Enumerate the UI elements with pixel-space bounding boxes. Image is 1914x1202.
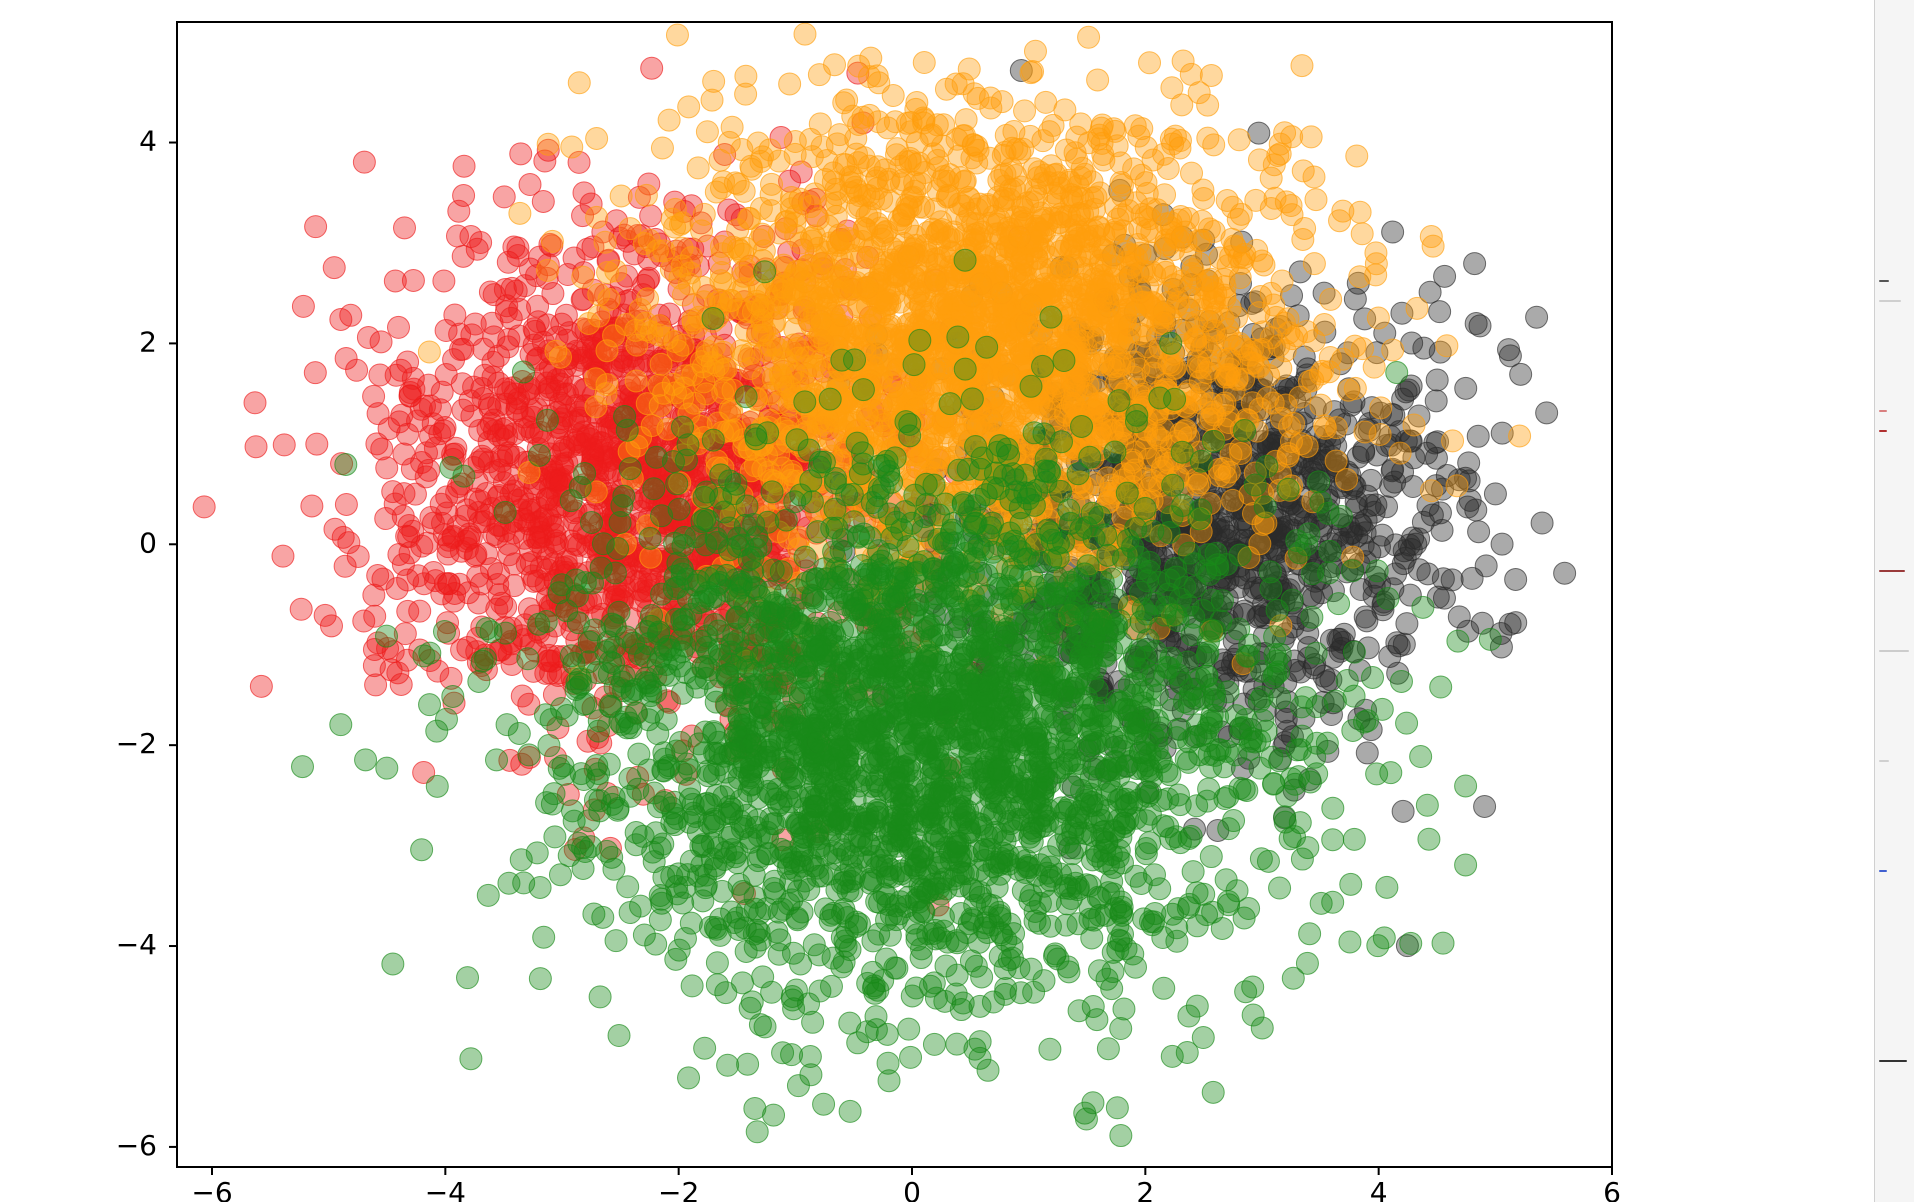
y-tick-label: −2 bbox=[116, 727, 157, 760]
x-tick-label: −4 bbox=[425, 1176, 466, 1202]
y-tick-label: 4 bbox=[139, 125, 157, 158]
scroll-mark bbox=[1879, 430, 1887, 432]
scroll-mark bbox=[1879, 280, 1889, 282]
y-tick-label: −6 bbox=[116, 1129, 157, 1162]
y-ticks: −6 −4 −2 0 2 4 bbox=[116, 125, 177, 1162]
scroll-mark bbox=[1879, 410, 1887, 412]
y-tick-label: 0 bbox=[139, 526, 157, 559]
x-tick-label: 0 bbox=[903, 1176, 921, 1202]
scroll-mark bbox=[1879, 870, 1887, 872]
x-tick-label: 4 bbox=[1370, 1176, 1388, 1202]
x-ticks: −6 −4 −2 0 2 4 6 bbox=[191, 1167, 1621, 1202]
scroll-mark bbox=[1879, 760, 1889, 762]
scroll-mark bbox=[1879, 650, 1909, 652]
scatter-chart: −6 −4 −2 0 2 4 −6 −4 −2 0 2 4 6 bbox=[0, 0, 1914, 1202]
x-tick-label: 2 bbox=[1136, 1176, 1154, 1202]
scroll-mark bbox=[1879, 570, 1905, 572]
y-tick-label: −4 bbox=[116, 928, 157, 961]
scroll-mark bbox=[1879, 1060, 1907, 1062]
y-tick-label: 2 bbox=[139, 325, 157, 358]
scroll-mark bbox=[1879, 300, 1901, 302]
x-tick-label: −2 bbox=[658, 1176, 699, 1202]
x-tick-label: 6 bbox=[1603, 1176, 1621, 1202]
x-tick-label: −6 bbox=[191, 1176, 232, 1202]
scroll-minimap bbox=[1874, 0, 1914, 1202]
